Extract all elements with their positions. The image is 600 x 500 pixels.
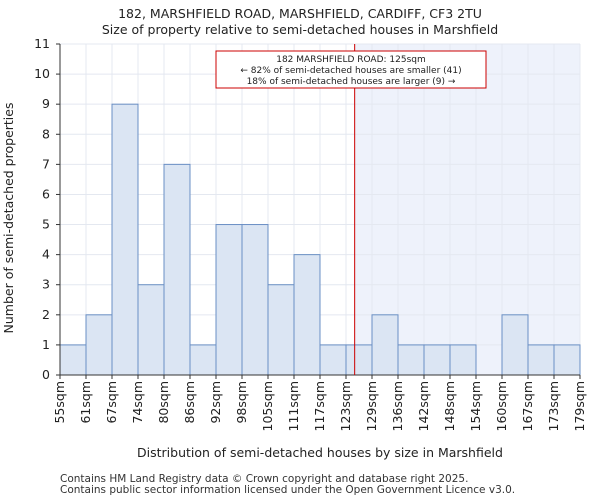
bar [189, 344, 217, 376]
x-tick-label: 148sqm [442, 381, 457, 431]
x-tick-label: 160sqm [494, 381, 509, 431]
x-tick-label: 67sqm [104, 381, 119, 424]
x-tick-label: 92sqm [208, 381, 223, 424]
y-tick-label: 0 [42, 367, 50, 382]
chart-subtitle: Size of property relative to semi-detach… [101, 22, 499, 37]
x-tick-label: 154sqm [468, 381, 483, 431]
x-tick-label: 86sqm [182, 381, 197, 424]
bar [293, 254, 321, 376]
x-axis-label: Distribution of semi-detached houses by … [137, 445, 503, 460]
bar [527, 344, 555, 376]
y-tick-label: 8 [42, 126, 50, 141]
y-tick-label: 4 [42, 247, 50, 262]
annotation-line: 182 MARSHFIELD ROAD: 125sqm [276, 55, 426, 65]
bar [111, 103, 139, 376]
bar [267, 284, 295, 376]
y-tick-label: 2 [42, 307, 50, 322]
footer-licence: Contains public sector information licen… [60, 484, 516, 496]
x-tick-label: 55sqm [52, 381, 67, 424]
y-tick-label: 9 [42, 96, 50, 111]
x-tick-label: 123sqm [338, 381, 353, 431]
x-tick-label: 80sqm [156, 381, 171, 424]
x-tick-label: 167sqm [520, 381, 535, 431]
bar [397, 344, 425, 376]
x-tick-label: 136sqm [390, 381, 405, 431]
footer-copyright: Contains HM Land Registry data © Crown c… [60, 473, 469, 485]
annotation-line: ← 82% of semi-detached houses are smalle… [240, 66, 461, 76]
x-tick-label: 142sqm [416, 381, 431, 431]
x-tick-label: 105sqm [260, 381, 275, 431]
x-tick-label: 111sqm [286, 381, 301, 431]
y-tick-label: 1 [42, 337, 50, 352]
bar [345, 344, 373, 376]
chart-title: 182, MARSHFIELD ROAD, MARSHFIELD, CARDIF… [118, 6, 482, 21]
x-tick-label: 61sqm [78, 381, 93, 424]
x-tick-label: 117sqm [312, 381, 327, 431]
x-tick-label: 129sqm [364, 381, 379, 431]
bar [163, 163, 191, 376]
y-tick-label: 7 [42, 156, 50, 171]
annotation-box [215, 50, 487, 89]
bar [319, 344, 347, 376]
x-tick-label: 98sqm [234, 381, 249, 424]
x-tick-label: 179sqm [572, 381, 587, 431]
y-tick-label: 5 [42, 217, 50, 232]
bar [137, 284, 165, 376]
y-tick-label: 11 [34, 36, 50, 51]
bar [501, 314, 529, 376]
bar [553, 344, 581, 376]
y-tick-label: 3 [42, 277, 50, 292]
annotation-line: 18% of semi-detached houses are larger (… [247, 77, 456, 87]
bar [423, 344, 451, 376]
y-tick-label: 10 [34, 66, 50, 81]
y-axis-label: Number of semi-detached properties [1, 103, 16, 334]
bar [85, 314, 113, 376]
bar [215, 224, 243, 376]
bar [371, 314, 399, 376]
bar [449, 344, 477, 376]
bar [241, 224, 269, 376]
y-tick-label: 6 [42, 186, 50, 201]
bar [59, 344, 87, 376]
x-tick-label: 74sqm [130, 381, 145, 424]
x-tick-label: 173sqm [546, 381, 561, 431]
